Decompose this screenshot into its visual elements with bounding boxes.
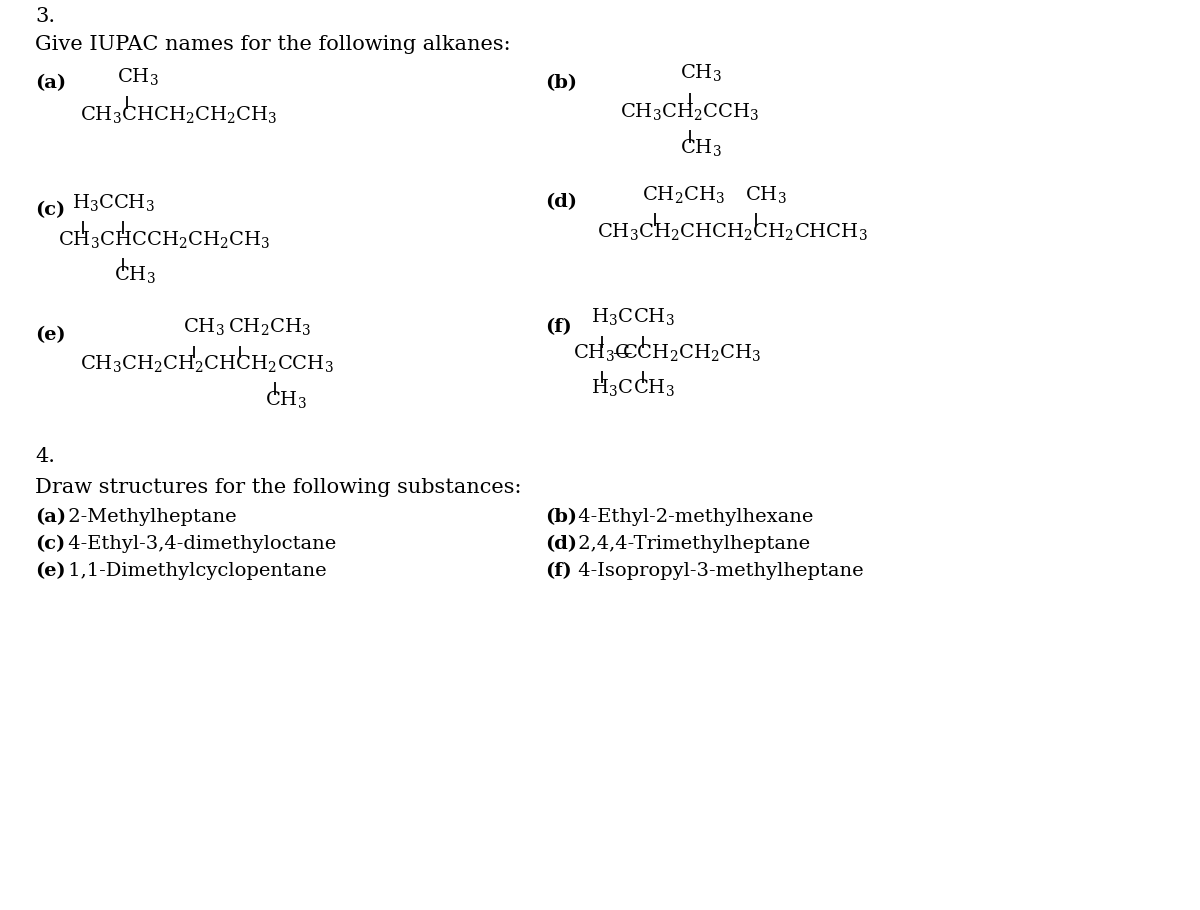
- Text: $\mathregular{CH_3CH_2CH_2CHCH_2CCH_3}$: $\mathregular{CH_3CH_2CH_2CHCH_2CCH_3}$: [80, 353, 334, 374]
- Text: 4.: 4.: [35, 447, 55, 466]
- Text: $\mathregular{H_3C}$: $\mathregular{H_3C}$: [592, 377, 634, 398]
- Text: 3.: 3.: [35, 7, 55, 26]
- Text: $\mathregular{CH_3}$: $\mathregular{CH_3}$: [634, 306, 674, 327]
- Text: (d): (d): [545, 193, 577, 211]
- Text: $\mathregular{CH_3}$: $\mathregular{CH_3}$: [265, 389, 307, 410]
- Text: $\mathregular{H_3C}$: $\mathregular{H_3C}$: [72, 192, 114, 213]
- Text: (e): (e): [35, 562, 66, 580]
- Text: $\mathregular{CH_3}$: $\mathregular{CH_3}$: [182, 316, 224, 337]
- Text: $\mathregular{CH_3}$: $\mathregular{CH_3}$: [114, 264, 156, 285]
- Text: (f): (f): [545, 562, 571, 580]
- Text: $\mathregular{CH_3}$: $\mathregular{CH_3}$: [118, 66, 158, 87]
- Text: (c): (c): [35, 201, 65, 219]
- Text: $\mathregular{CH_2CH_3}$: $\mathregular{CH_2CH_3}$: [642, 184, 725, 205]
- Text: $\mathregular{CCH_2CH_2CH_3}$: $\mathregular{CCH_2CH_2CH_3}$: [622, 342, 761, 363]
- Text: $\mathregular{CH_3C}$: $\mathregular{CH_3C}$: [574, 342, 630, 363]
- Text: 4-Ethyl-2-methylhexane: 4-Ethyl-2-methylhexane: [572, 508, 814, 526]
- Text: 2,4,4-Trimethylheptane: 2,4,4-Trimethylheptane: [572, 535, 810, 553]
- Text: 4-Ethyl-3,4-dimethyloctane: 4-Ethyl-3,4-dimethyloctane: [62, 535, 336, 553]
- Text: $\mathregular{CH_2CH_3}$: $\mathregular{CH_2CH_3}$: [228, 316, 311, 337]
- Text: 2-Methylheptane: 2-Methylheptane: [62, 508, 236, 526]
- Text: (a): (a): [35, 74, 66, 92]
- Text: 4-Isopropyl-3-methylheptane: 4-Isopropyl-3-methylheptane: [572, 562, 864, 580]
- Text: (f): (f): [545, 318, 571, 336]
- Text: $\mathregular{CH_3}$: $\mathregular{CH_3}$: [680, 137, 721, 158]
- Text: (c): (c): [35, 535, 65, 553]
- Text: Give IUPAC names for the following alkanes:: Give IUPAC names for the following alkan…: [35, 35, 511, 54]
- Text: $\mathregular{CH_3CHCH_2CH_2CH_3}$: $\mathregular{CH_3CHCH_2CH_2CH_3}$: [80, 104, 277, 125]
- Text: $\mathregular{CH_3}$: $\mathregular{CH_3}$: [634, 377, 674, 398]
- Text: $\mathregular{H_3C}$: $\mathregular{H_3C}$: [592, 306, 634, 327]
- Text: $\mathregular{CH_3CH_2CHCH_2CH_2CHCH_3}$: $\mathregular{CH_3CH_2CHCH_2CH_2CHCH_3}$: [598, 221, 868, 242]
- Text: 1,1-Dimethylcyclopentane: 1,1-Dimethylcyclopentane: [62, 562, 326, 580]
- Text: (e): (e): [35, 326, 66, 344]
- Text: $\mathregular{CH_3}$: $\mathregular{CH_3}$: [113, 192, 155, 213]
- Text: $\mathregular{CH_3CH_2CCH_3}$: $\mathregular{CH_3CH_2CCH_3}$: [620, 101, 760, 122]
- Text: $\mathregular{CH_3}$: $\mathregular{CH_3}$: [745, 184, 787, 205]
- Text: (a): (a): [35, 508, 66, 526]
- Text: (d): (d): [545, 535, 577, 553]
- Text: $\mathregular{CH_3CHCCH_2CH_2CH_3}$: $\mathregular{CH_3CHCCH_2CH_2CH_3}$: [58, 229, 270, 250]
- Text: (b): (b): [545, 508, 577, 526]
- Text: (b): (b): [545, 74, 577, 92]
- Text: $\mathregular{CH_3}$: $\mathregular{CH_3}$: [680, 62, 721, 83]
- Text: —: —: [612, 344, 631, 362]
- Text: Draw structures for the following substances:: Draw structures for the following substa…: [35, 478, 522, 497]
